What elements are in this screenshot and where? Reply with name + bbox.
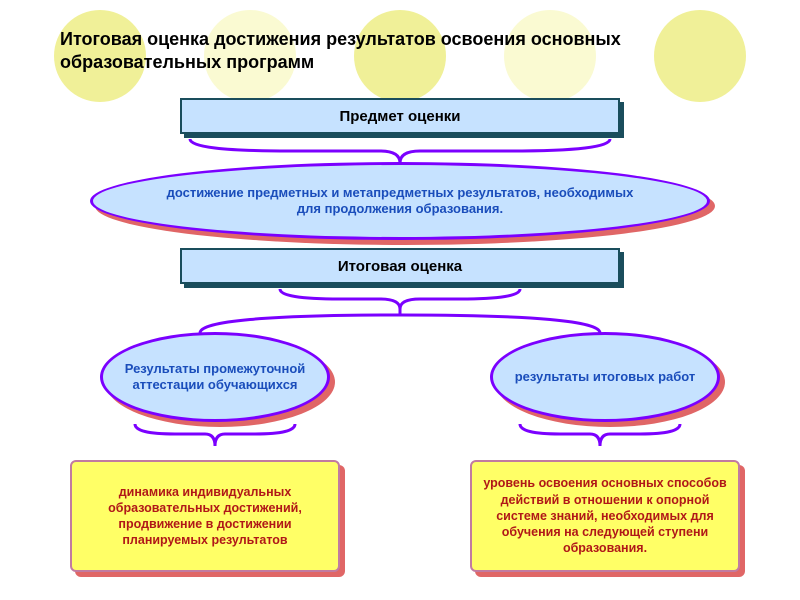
bracket-icon — [510, 422, 690, 450]
bracket-icon — [125, 422, 305, 450]
bottom-box-label: динамика индивидуальных образовательных … — [70, 460, 340, 572]
bottom-box-right: уровень освоения основных способов дейст… — [470, 460, 740, 572]
sub-ellipse-right: результаты итоговых работ — [490, 332, 720, 422]
page-title: Итоговая оценка достижения результатов о… — [60, 28, 740, 75]
header-label: Предмет оценки — [180, 98, 620, 134]
bottom-box-left: динамика индивидуальных образовательных … — [70, 460, 340, 572]
sub-ellipse-left: Результаты промежуточной аттестации обуч… — [100, 332, 330, 422]
bracket-split-icon — [100, 287, 700, 335]
bracket-icon — [180, 137, 620, 165]
bottom-box-label: уровень освоения основных способов дейст… — [470, 460, 740, 572]
wide-ellipse: достижение предметных и метапредметных р… — [90, 162, 710, 240]
header-label: Итоговая оценка — [180, 248, 620, 284]
wide-ellipse-label: достижение предметных и метапредметных р… — [90, 162, 710, 240]
sub-ellipse-label: результаты итоговых работ — [490, 332, 720, 422]
header-box-final: Итоговая оценка — [180, 248, 620, 284]
header-box-subject: Предмет оценки — [180, 98, 620, 134]
sub-ellipse-label: Результаты промежуточной аттестации обуч… — [100, 332, 330, 422]
